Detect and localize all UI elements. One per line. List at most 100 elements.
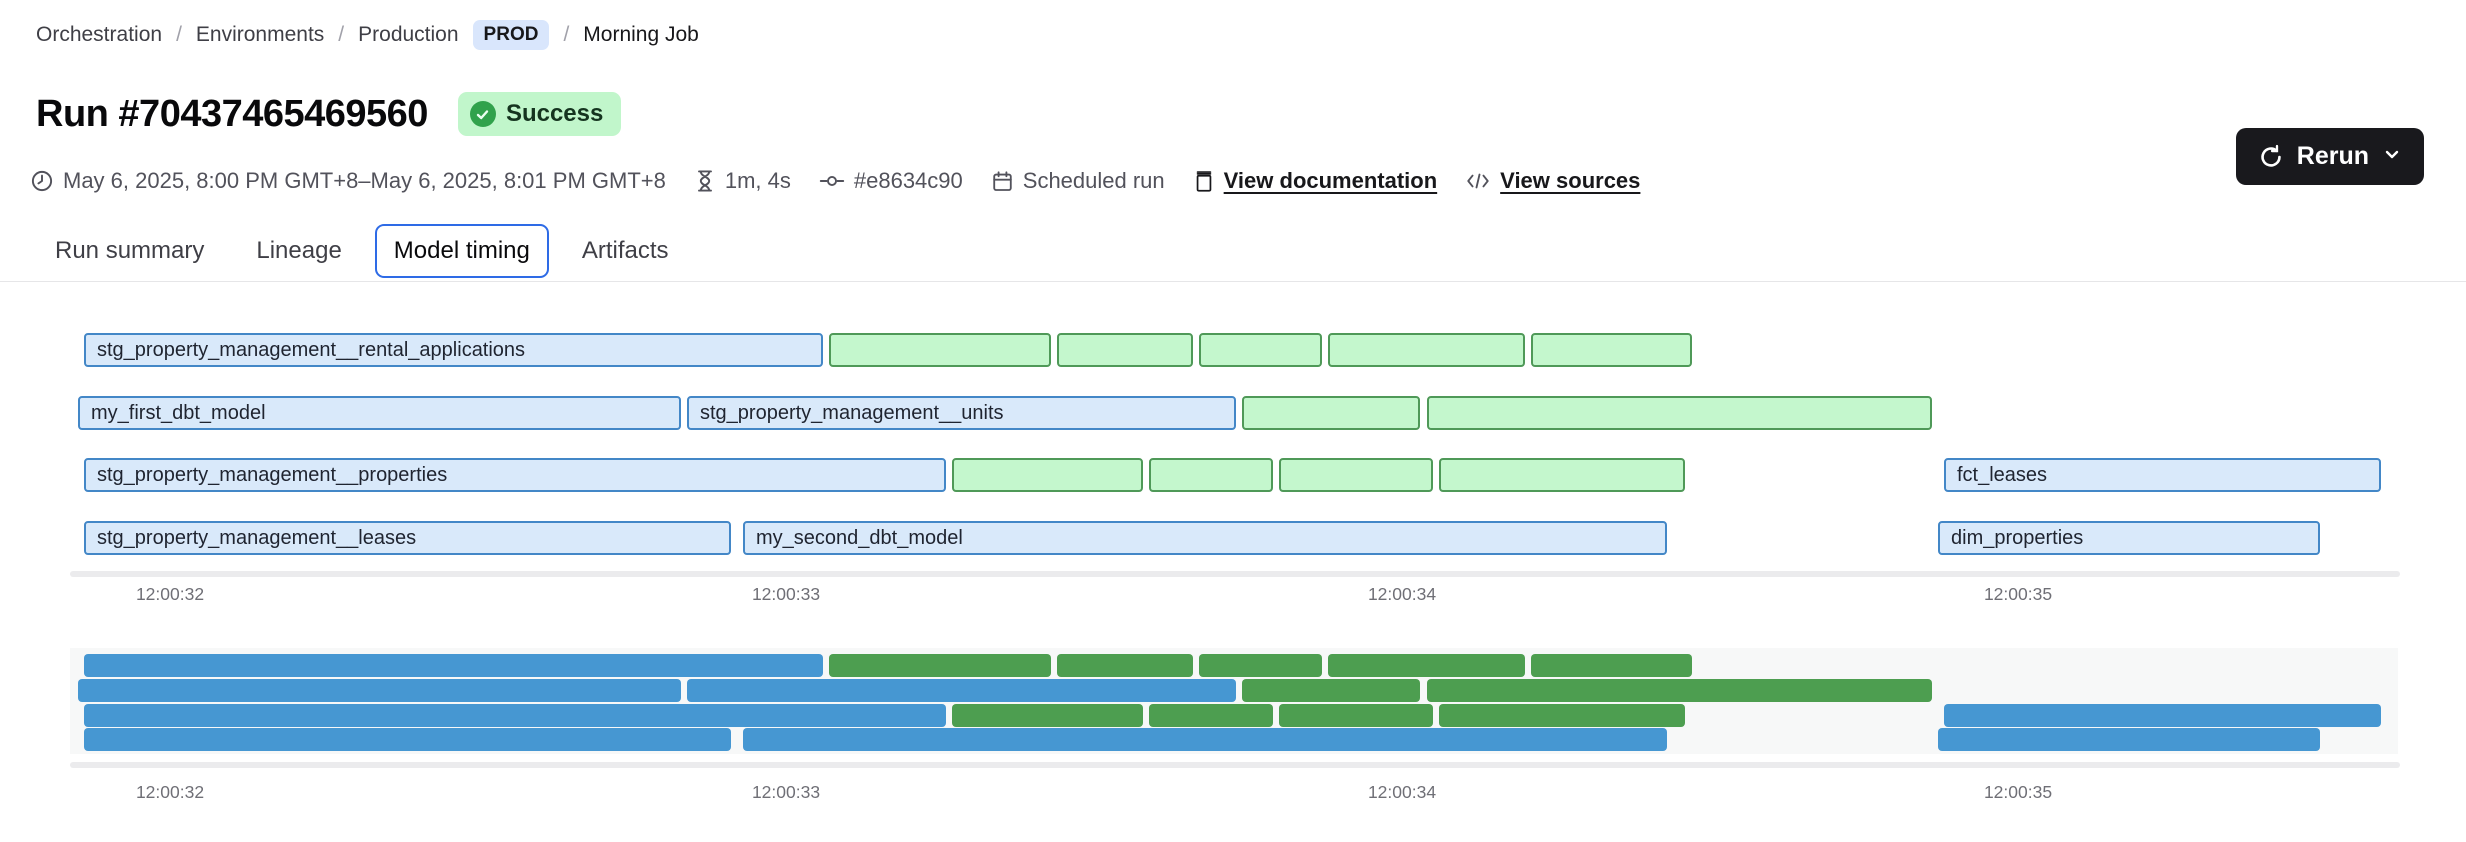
gantt-bar-label: stg_property_management__units [700, 402, 1004, 424]
gantt-bar-label: my_first_dbt_model [91, 402, 266, 424]
commit-item: #e8634c90 [819, 168, 963, 194]
gantt-bar-label: stg_property_management__rental_applicat… [97, 339, 526, 361]
tab-bar: Run summary Lineage Model timing Artifac… [36, 224, 688, 278]
mini-bar[interactable] [1242, 679, 1420, 702]
breadcrumb-separator: / [563, 23, 570, 46]
gantt-bar[interactable]: dim_properties [1938, 521, 2320, 555]
gantt-bar[interactable] [1242, 396, 1420, 430]
mini-bar[interactable] [1938, 728, 2320, 751]
gantt-bar-label: stg_property_management__leases [97, 527, 417, 549]
axis-tick-label: 12:00:33 [751, 584, 821, 604]
time-range-item: May 6, 2025, 8:00 PM GMT+8–May 6, 2025, … [30, 168, 666, 194]
mini-bar[interactable] [1149, 704, 1273, 727]
gantt-bar[interactable] [829, 333, 1051, 367]
mini-bar[interactable] [1057, 654, 1193, 677]
gantt-bar-label: stg_property_management__properties [97, 464, 448, 486]
axis-tick-label: 12:00:32 [135, 584, 205, 604]
clock-icon [30, 169, 54, 193]
mini-bar[interactable] [1279, 704, 1433, 727]
mini-bar[interactable] [687, 679, 1236, 702]
view-documentation-item: View documentation [1193, 168, 1438, 194]
gantt-bar[interactable]: my_second_dbt_model [743, 521, 1667, 555]
gantt-bar[interactable] [952, 458, 1143, 492]
axis-tick-label: 12:00:34 [1367, 782, 1437, 802]
gantt-bar[interactable]: stg_property_management__units [687, 396, 1236, 430]
breadcrumb: Orchestration / Environments / Productio… [36, 20, 699, 50]
breadcrumb-environments[interactable]: Environments [195, 23, 325, 46]
commit-hash: #e8634c90 [853, 168, 963, 193]
gantt-bar[interactable] [1149, 458, 1273, 492]
gantt-bar[interactable] [1328, 333, 1525, 367]
breadcrumb-morning-job: Morning Job [583, 23, 699, 46]
mini-bar[interactable] [84, 728, 731, 751]
commit-icon [819, 170, 845, 192]
tabs-divider [0, 281, 2466, 282]
mini-bar[interactable] [952, 704, 1143, 727]
rerun-label: Rerun [2296, 142, 2369, 170]
check-icon [469, 101, 496, 127]
breadcrumb-orchestration[interactable]: Orchestration [36, 23, 163, 46]
view-documentation-link[interactable]: View documentation [1223, 168, 1438, 193]
gantt-bar[interactable] [1427, 396, 1932, 430]
gantt-bar-label: dim_properties [1951, 527, 2084, 549]
tab-artifacts[interactable]: Artifacts [581, 237, 669, 264]
run-metadata: May 6, 2025, 8:00 PM GMT+8–May 6, 2025, … [30, 168, 1640, 194]
mini-bar[interactable] [829, 654, 1051, 677]
duration-item: 1m, 4s [694, 168, 791, 194]
mini-bar[interactable] [84, 704, 946, 727]
page-title: Run #70437465469560 [36, 92, 428, 135]
rerun-button[interactable]: Rerun [2235, 128, 2424, 185]
header: Run #70437465469560 Success [36, 92, 622, 136]
gantt-bar[interactable] [1439, 458, 1685, 492]
duration: 1m, 4s [724, 168, 791, 193]
mini-bar[interactable] [78, 679, 681, 702]
mini-bar[interactable] [84, 654, 823, 677]
gantt-bar[interactable] [1057, 333, 1193, 367]
run-type: Scheduled run [1022, 168, 1165, 193]
code-icon [1465, 171, 1491, 191]
gantt-bar[interactable]: my_first_dbt_model [78, 396, 681, 430]
gantt-bar[interactable] [1199, 333, 1322, 367]
axis-tick-label: 12:00:34 [1367, 584, 1437, 604]
mini-bar[interactable] [1531, 654, 1692, 677]
gantt-bar[interactable]: stg_property_management__properties [84, 458, 946, 492]
gantt-bar-label: fct_leases [1957, 464, 2048, 486]
documentation-icon [1193, 170, 1215, 193]
mini-bar[interactable] [1199, 654, 1322, 677]
view-sources-link[interactable]: View sources [1500, 168, 1641, 193]
mini-bar[interactable] [1427, 679, 1932, 702]
status-badge: Success [457, 92, 622, 136]
status-label: Success [505, 100, 604, 127]
gantt-bar-label: my_second_dbt_model [756, 527, 963, 549]
breadcrumb-production[interactable]: Production [358, 23, 459, 46]
time-range: May 6, 2025, 8:00 PM GMT+8–May 6, 2025, … [63, 168, 666, 193]
gantt-bar[interactable]: fct_leases [1944, 458, 2381, 492]
mini-bar[interactable] [743, 728, 1667, 751]
breadcrumb-separator: / [338, 23, 345, 46]
gantt-bar[interactable] [1279, 458, 1433, 492]
breadcrumb-separator: / [176, 23, 182, 46]
gantt-bar[interactable]: stg_property_management__leases [84, 521, 731, 555]
axis-tick-label: 12:00:32 [135, 782, 205, 802]
gantt-bar[interactable] [1531, 333, 1692, 367]
calendar-icon [991, 170, 1014, 193]
tab-lineage[interactable]: Lineage [256, 237, 342, 264]
axis-tick-label: 12:00:33 [751, 782, 821, 802]
axis-tick-label: 12:00:35 [1983, 782, 2053, 802]
tab-model-timing[interactable]: Model timing [374, 224, 549, 278]
gantt-bar[interactable]: stg_property_management__rental_applicat… [84, 333, 823, 367]
mini-axis-track [70, 762, 2400, 768]
run-type-item: Scheduled run [991, 168, 1165, 194]
axis-tick-label: 12:00:35 [1983, 584, 2053, 604]
mini-bar[interactable] [1439, 704, 1685, 727]
refresh-icon [2258, 144, 2284, 170]
tab-run-summary[interactable]: Run summary [55, 237, 205, 264]
hourglass-icon [694, 169, 716, 193]
main-axis-track [70, 571, 2400, 577]
chevron-down-icon [2382, 142, 2402, 171]
view-sources-item: View sources [1465, 168, 1640, 194]
mini-bar[interactable] [1328, 654, 1525, 677]
mini-bar[interactable] [1944, 704, 2381, 727]
prod-environment-badge: PROD [472, 20, 550, 50]
